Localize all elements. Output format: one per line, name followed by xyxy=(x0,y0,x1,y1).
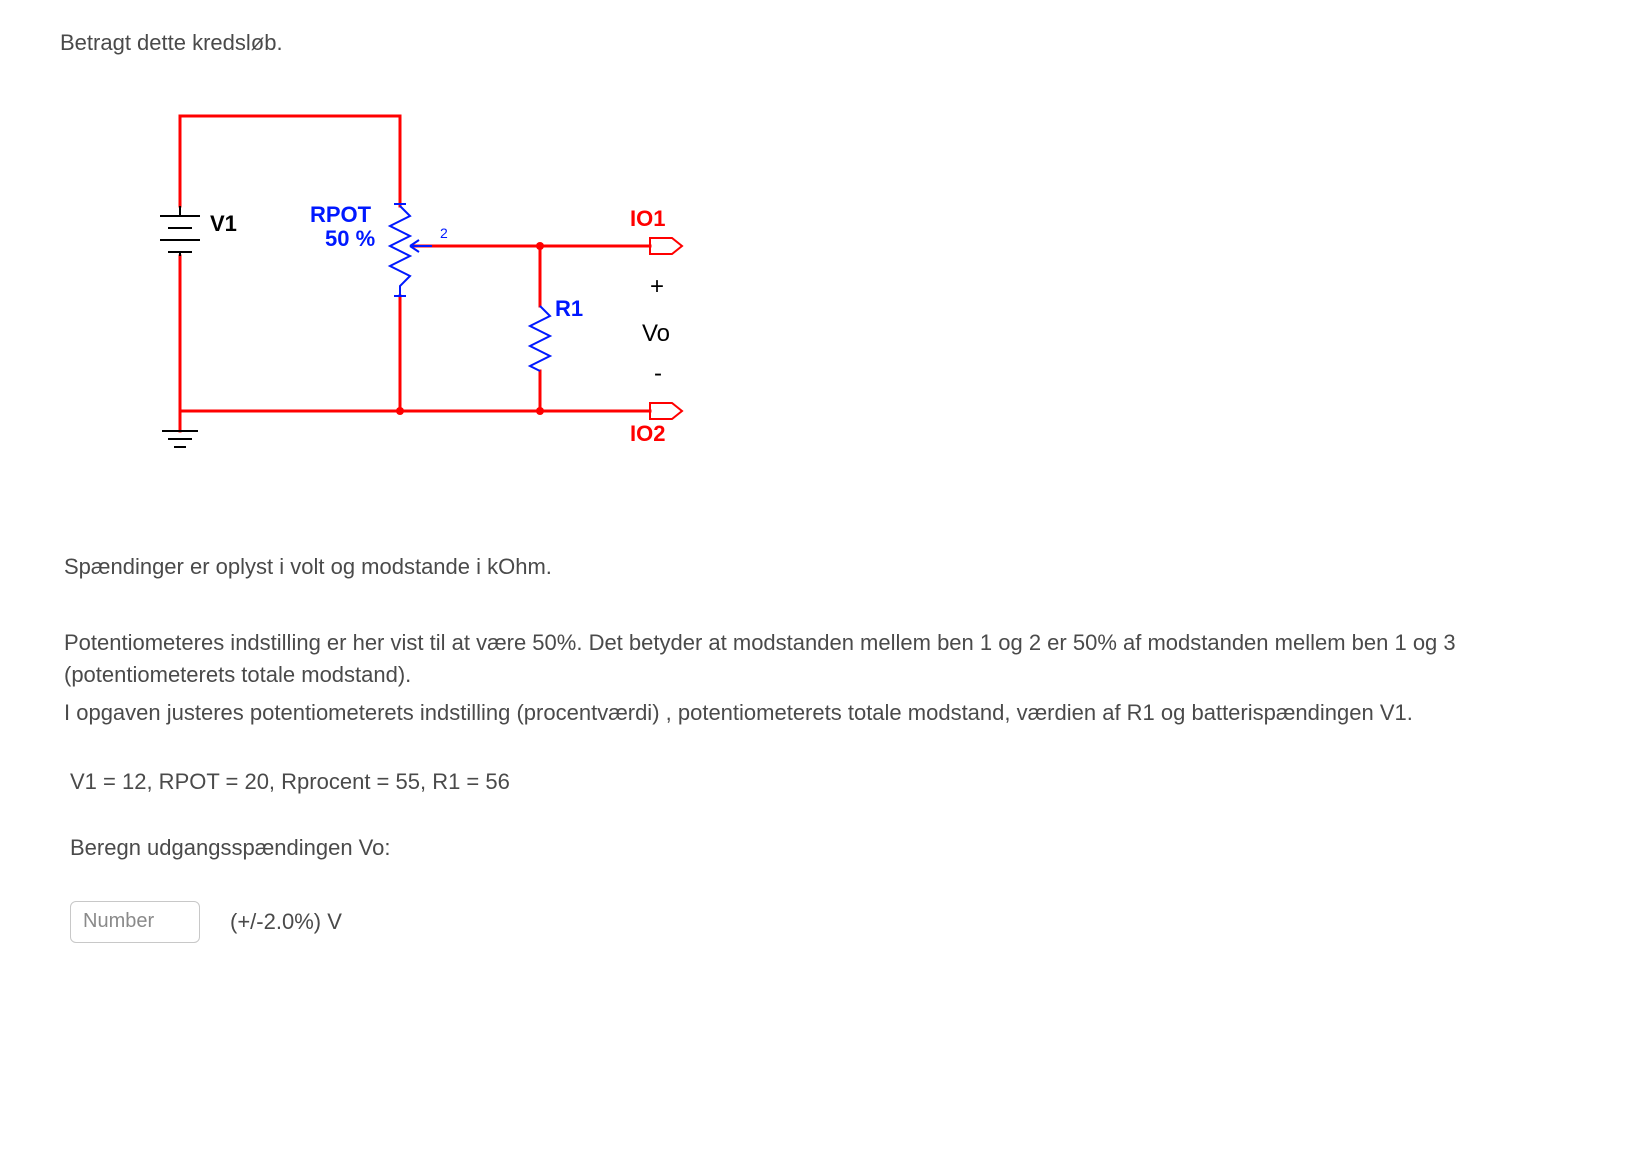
label-rpot: RPOT xyxy=(310,202,372,227)
label-plus: + xyxy=(650,273,664,300)
label-rpot-value: 50 % xyxy=(325,226,375,251)
label-vo: Vo xyxy=(642,320,670,347)
answer-row: (+/-2.0%) V xyxy=(70,901,1592,943)
label-v1: V1 xyxy=(210,211,237,236)
tolerance-label: (+/-2.0%) V xyxy=(230,909,342,935)
given-values: V1 = 12, RPOT = 20, Rprocent = 55, R1 = … xyxy=(70,769,1592,795)
label-minus: - xyxy=(654,360,662,387)
circuit-diagram: V1 RPOT 50 % 2 xyxy=(110,96,1592,501)
intro-text: Betragt dette kredsløb. xyxy=(60,30,1592,56)
paragraph-units: Spændinger er oplyst i volt og modstande… xyxy=(64,551,1592,583)
paragraph-adjust: I opgaven justeres potentiometerets inds… xyxy=(64,697,1592,729)
circuit-svg: V1 RPOT 50 % 2 xyxy=(110,96,730,496)
question-page: Betragt dette kredsløb. xyxy=(0,0,1652,1003)
label-r1: R1 xyxy=(555,296,583,321)
label-pin2: 2 xyxy=(440,225,448,241)
label-io2: IO2 xyxy=(630,421,665,446)
question-text: Beregn udgangsspændingen Vo: xyxy=(70,835,1592,861)
paragraph-pot-explain: Potentiometeres indstilling er her vist … xyxy=(64,627,1592,691)
label-io1: IO1 xyxy=(630,206,665,231)
answer-input[interactable] xyxy=(70,901,200,943)
